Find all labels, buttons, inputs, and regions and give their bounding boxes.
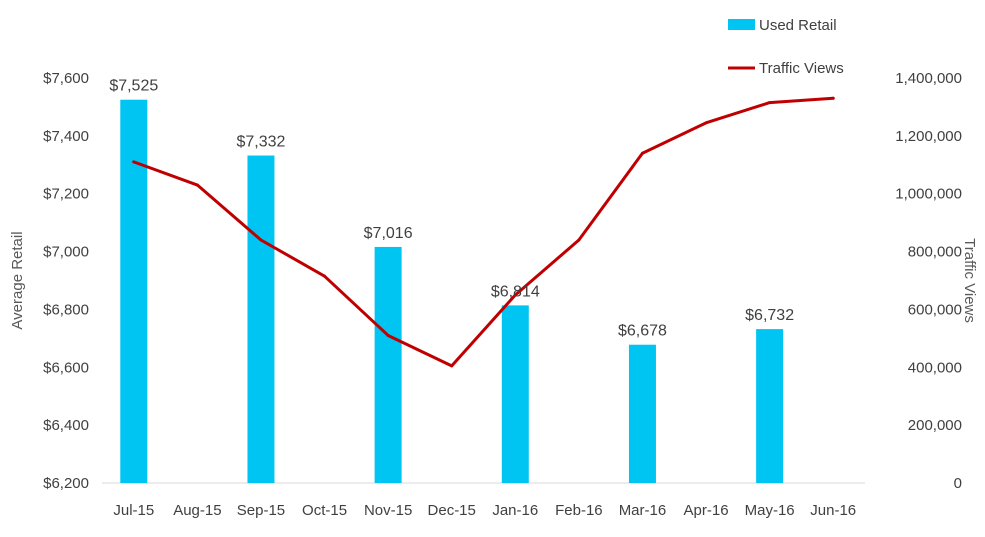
data-label: $7,016: [364, 225, 413, 242]
y2-tick-label: 600,000: [908, 301, 962, 318]
y2-tick-label: 0: [954, 475, 962, 492]
x-tick-label: Sep-15: [237, 502, 285, 519]
line-point: [195, 183, 199, 187]
bar: [628, 344, 656, 483]
x-tick-label: Nov-15: [364, 502, 412, 519]
y2-tick-label: 400,000: [908, 359, 962, 376]
line-point: [704, 121, 708, 125]
line-point: [132, 160, 136, 164]
line-point: [577, 238, 581, 242]
line-point: [640, 151, 644, 155]
x-tick-label: Aug-15: [173, 502, 221, 519]
y2-tick-label: 800,000: [908, 244, 962, 261]
y-tick-label: $7,200: [43, 186, 89, 203]
line-traffic-views: [132, 96, 835, 368]
x-tick-label: Jun-16: [810, 502, 856, 519]
x-tick-label: Jan-16: [492, 502, 538, 519]
y-tick-label: $7,000: [43, 244, 89, 261]
y-tick-label: $6,400: [43, 417, 89, 434]
data-labels: $7,525 $7,332 $7,016 $6,814 $6,678 $6,732: [109, 78, 794, 340]
bar: [247, 155, 275, 483]
y-tick-label: $6,800: [43, 301, 89, 318]
axes: $6,200 $6,400 $6,600 $6,800 $7,000 $7,200 $7,4…: [9, 70, 978, 519]
bar: [756, 329, 784, 483]
line-point: [768, 101, 772, 105]
bar: [374, 246, 402, 483]
data-label: $7,332: [236, 134, 285, 151]
x-tick-label: Mar-16: [619, 502, 667, 519]
line-series: [132, 96, 835, 368]
line-point: [513, 293, 517, 297]
bar-series: [120, 99, 784, 484]
x-tick-label: Jul-15: [113, 502, 154, 519]
x-tick-label: Oct-15: [302, 502, 347, 519]
y2-axis-title: Traffic Views: [961, 238, 978, 323]
y-tick-label: $7,600: [43, 70, 89, 87]
y2-tick-label: 1,200,000: [895, 128, 962, 145]
data-label: $7,525: [109, 78, 158, 95]
x-tick-label: May-16: [745, 502, 795, 519]
legend-label: Used Retail: [759, 17, 837, 34]
line-point: [386, 333, 390, 337]
y-tick-label: $6,600: [43, 359, 89, 376]
bar: [501, 305, 529, 483]
legend-label: Traffic Views: [759, 60, 844, 77]
y2-tick-label: 1,000,000: [895, 186, 962, 203]
x-tick-label: Dec-15: [428, 502, 476, 519]
data-label: $6,732: [745, 307, 794, 324]
data-label: $6,814: [491, 283, 540, 300]
x-tick-label: Apr-16: [684, 502, 729, 519]
legend: Used Retail Traffic Views: [728, 17, 844, 77]
y-tick-label: $6,200: [43, 475, 89, 492]
y-tick-label: $7,400: [43, 128, 89, 145]
y2-tick-label: 200,000: [908, 417, 962, 434]
y2-tick-label: 1,400,000: [895, 70, 962, 87]
bar: [120, 99, 148, 484]
data-label: $6,678: [618, 323, 667, 340]
x-tick-label: Feb-16: [555, 502, 603, 519]
line-point: [831, 96, 835, 100]
line-point: [450, 364, 454, 368]
legend-swatch-bar: [728, 19, 755, 30]
line-point: [259, 238, 263, 242]
line-point: [323, 274, 327, 278]
y-axis-title: Average Retail: [9, 231, 26, 329]
